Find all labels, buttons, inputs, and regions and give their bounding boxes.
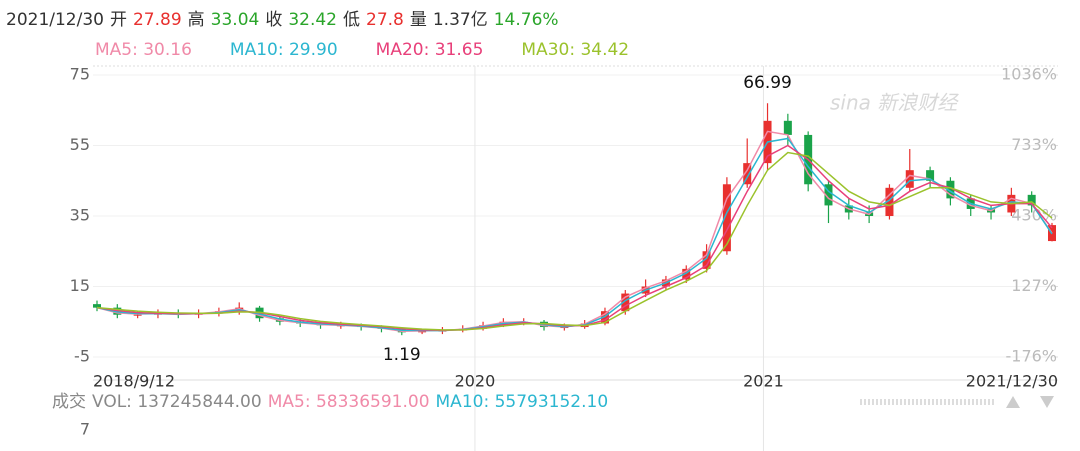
info-item: 高	[188, 10, 205, 30]
ma-line	[96, 151, 1053, 331]
zoom-in[interactable]	[1006, 396, 1020, 408]
candle-body	[926, 170, 935, 181]
info-item: 2021/12/30	[6, 10, 104, 30]
x-tick-label: 2018/9/12	[93, 372, 175, 391]
legend-entry: MA20: 31.65	[376, 40, 484, 60]
zoom-out[interactable]	[1040, 396, 1054, 408]
volume-tick-label: 7	[80, 420, 90, 439]
scroll-controls[interactable]	[860, 396, 1054, 408]
info-row: 2021/12/30 开 27.89 高 33.04 收 32.42 低 27.8 量 1.37亿 1…	[6, 10, 559, 30]
candle-body	[783, 120, 792, 135]
candle-body	[722, 184, 731, 252]
info-item: 33.04	[211, 10, 260, 30]
legend-entry: MA10: 29.90	[230, 40, 338, 60]
candle-body	[702, 251, 711, 269]
candle-body	[93, 304, 101, 308]
ma-line	[96, 137, 1053, 332]
info-row: 成交 VOL: 137245844.00 MA5: 58336591.00 MA10:…	[52, 392, 608, 412]
info-item: 32.42	[288, 10, 337, 30]
legend-entry: MA5: 30.16	[95, 40, 192, 60]
candle-body	[824, 184, 833, 206]
candle-body	[885, 187, 894, 216]
info-item: 低	[343, 10, 360, 30]
watermark: sina 新浪财经	[830, 91, 959, 115]
ma-line	[96, 130, 1053, 333]
x-tick-label: 2021	[743, 372, 784, 391]
candle-body	[1027, 194, 1036, 206]
y-tick-label: -5	[74, 347, 90, 366]
candle-body	[743, 163, 752, 185]
candle-body	[905, 170, 914, 188]
candle-body	[621, 293, 630, 312]
x-tick-label: 2021/12/30	[966, 372, 1058, 391]
info-item: MA10: 55793152.10	[436, 392, 609, 412]
y-tick-label: 55	[70, 135, 90, 154]
y-tick-label: 75	[70, 65, 90, 84]
info-item: VOL: 137245844.00	[92, 392, 262, 412]
info-item: MA5: 58336591.00	[268, 392, 430, 412]
info-item: 量	[410, 10, 427, 30]
legend-entry: MA30: 34.42	[521, 40, 629, 60]
x-tick-label: 2020	[455, 372, 496, 391]
info-item: 成交	[52, 392, 86, 412]
annotation: 66.99	[743, 73, 792, 93]
info-item: 27.8	[366, 10, 404, 30]
info-item: 14.76%	[494, 10, 559, 30]
candle-body	[946, 180, 955, 199]
info-item: 1.37亿	[433, 10, 488, 30]
y2-tick-label: -176%	[1005, 347, 1057, 366]
y2-tick-label: 733%	[1011, 135, 1057, 154]
y-tick-label: 15	[70, 276, 90, 295]
y-tick-label: 35	[70, 206, 90, 225]
info-item: 27.89	[133, 10, 182, 30]
y2-tick-label: 1036%	[1001, 65, 1057, 84]
candle-body	[682, 268, 691, 280]
annotation: 1.19	[383, 345, 421, 365]
y2-tick-label: 127%	[1011, 276, 1057, 295]
info-item: 开	[110, 10, 127, 30]
info-item: 收	[265, 10, 282, 30]
candle-body	[600, 311, 609, 324]
candle-body	[133, 314, 142, 316]
